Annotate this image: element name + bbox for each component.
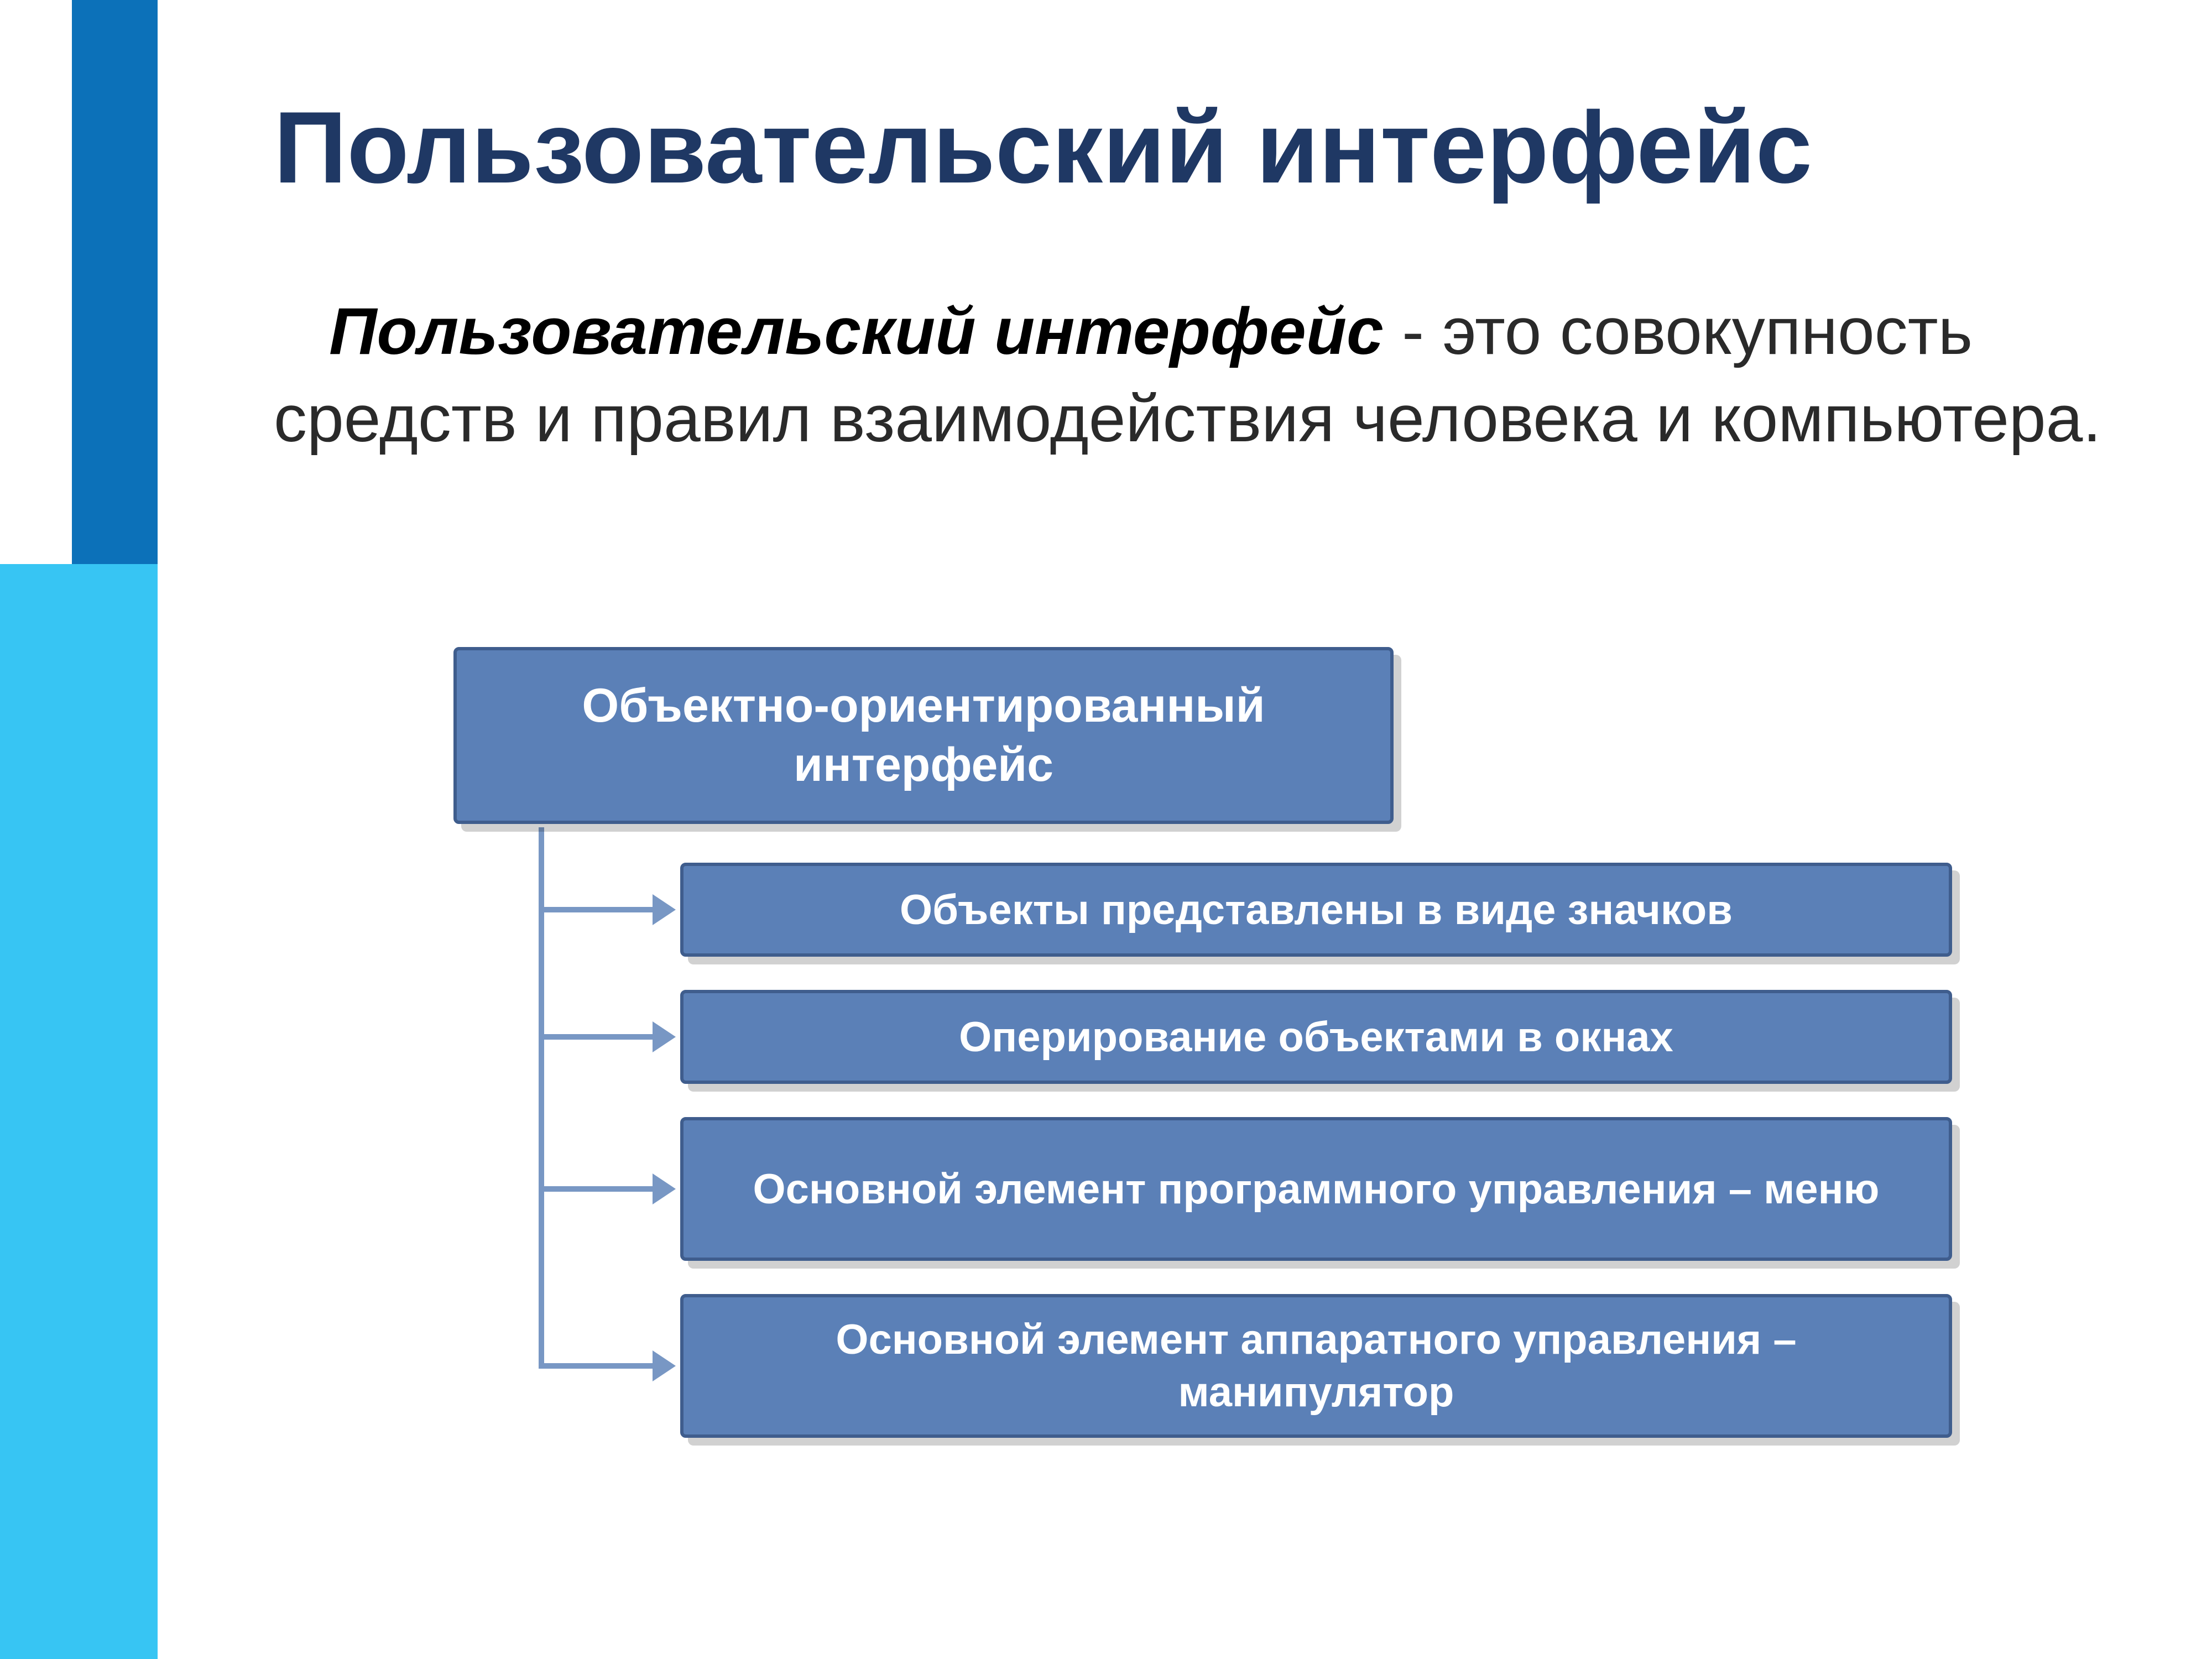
hierarchy-diagram: Объектно-ориентированный интерфейс Объек… [453, 647, 2057, 1543]
definition-term: Пользовательский интерфейс [329, 294, 1384, 368]
connector-branch-1 [539, 907, 655, 912]
connector-branch-2 [539, 1034, 655, 1040]
slide-definition: Пользовательский интерфейс - это совокуп… [274, 288, 2112, 463]
diagram-root-label: Объектно-ориентированный интерфейс [490, 676, 1357, 795]
diagram-child-label-1: Объекты представлены в виде значков [900, 884, 1733, 936]
connector-arrow-4-icon [653, 1350, 676, 1381]
connector-branch-4 [539, 1363, 655, 1369]
diagram-child-box-3: Основной элемент программного управления… [680, 1117, 1952, 1261]
connector-arrow-2-icon [653, 1021, 676, 1052]
diagram-child-box-1: Объекты представлены в виде значков [680, 863, 1952, 957]
diagram-root-box: Объектно-ориентированный интерфейс [453, 647, 1394, 824]
connector-branch-3 [539, 1186, 655, 1192]
connector-arrow-3-icon [653, 1173, 676, 1204]
diagram-child-box-4: Основной элемент аппаратного управления … [680, 1294, 1952, 1438]
diagram-child-label-3: Основной элемент программного управления… [753, 1163, 1880, 1215]
diagram-child-label-2: Оперирование объектами в окнах [959, 1011, 1673, 1063]
diagram-child-label-4: Основной элемент аппаратного управления … [717, 1313, 1916, 1418]
diagram-child-box-2: Оперирование объектами в окнах [680, 990, 1952, 1084]
slide-title: Пользовательский интерфейс [274, 88, 1812, 206]
sidebar-stripe-secondary [0, 564, 158, 1659]
connector-arrow-1-icon [653, 894, 676, 925]
